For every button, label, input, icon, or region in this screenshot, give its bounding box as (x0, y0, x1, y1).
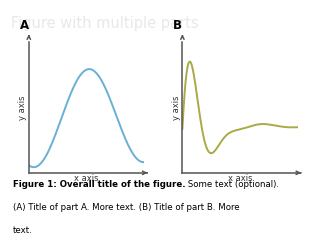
Text: A: A (20, 18, 29, 31)
Text: Figure with multiple parts: Figure with multiple parts (11, 16, 199, 30)
Text: Figure 1: Overall title of the figure.: Figure 1: Overall title of the figure. (13, 180, 185, 189)
Y-axis label: y axis: y axis (19, 95, 28, 120)
X-axis label: x axis: x axis (228, 174, 252, 183)
Text: text.: text. (13, 226, 33, 235)
Text: B: B (173, 18, 182, 31)
Text: Some text (optional).: Some text (optional). (185, 180, 279, 189)
Text: (A) Title of part A. More text. (B) Title of part B. More: (A) Title of part A. More text. (B) Titl… (13, 203, 239, 212)
Y-axis label: y axis: y axis (172, 95, 181, 120)
X-axis label: x axis: x axis (74, 174, 99, 183)
